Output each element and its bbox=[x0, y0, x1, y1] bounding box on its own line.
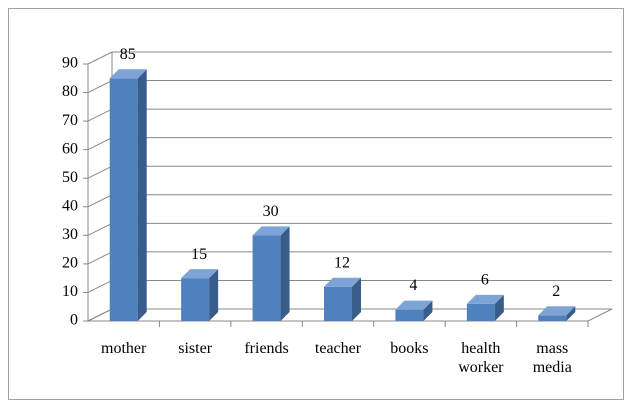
bar-side bbox=[352, 277, 361, 321]
bar-front bbox=[466, 303, 495, 321]
y-tick-label: 20 bbox=[62, 255, 78, 272]
bar-top bbox=[324, 277, 361, 287]
x-tick-label: mass media bbox=[532, 340, 572, 376]
bar bbox=[181, 269, 219, 321]
bar-top bbox=[252, 226, 290, 236]
bar bbox=[252, 226, 290, 321]
grid-line bbox=[87, 51, 612, 65]
y-tick-label: 60 bbox=[62, 140, 78, 157]
bar-side bbox=[280, 226, 290, 321]
bar-side bbox=[494, 294, 504, 321]
bar-top bbox=[109, 69, 147, 79]
bar bbox=[466, 294, 504, 321]
bar-front bbox=[181, 278, 210, 321]
bar-front bbox=[538, 315, 567, 321]
data-label: 4 bbox=[409, 277, 417, 294]
bar-front bbox=[109, 78, 138, 322]
bar-front bbox=[252, 235, 281, 321]
bar-top bbox=[538, 306, 576, 316]
bar-side bbox=[137, 69, 147, 322]
x-tick-label: books bbox=[390, 340, 429, 357]
bar-side bbox=[566, 306, 576, 321]
y-tick-label: 90 bbox=[62, 55, 78, 72]
y-tick-label: 80 bbox=[62, 83, 78, 100]
y-tick-label: 50 bbox=[62, 169, 78, 186]
y-tick-label: 70 bbox=[62, 112, 78, 129]
x-tick-label: health worker bbox=[458, 340, 504, 376]
bar-side bbox=[209, 269, 219, 321]
data-label: 30 bbox=[263, 203, 279, 220]
bar bbox=[109, 69, 147, 322]
data-label: 15 bbox=[191, 246, 207, 263]
y-tick-label: 30 bbox=[62, 226, 78, 243]
data-label: 85 bbox=[120, 46, 136, 63]
data-label: 2 bbox=[552, 283, 560, 300]
bar bbox=[538, 306, 576, 321]
bar bbox=[395, 300, 433, 321]
bar-top bbox=[181, 269, 219, 279]
bar-front bbox=[324, 286, 352, 321]
bar-side bbox=[423, 300, 433, 321]
data-label: 6 bbox=[481, 272, 489, 289]
y-tick-label: 0 bbox=[70, 312, 78, 329]
bar-top bbox=[395, 300, 433, 310]
x-tick-label: sister bbox=[178, 340, 213, 357]
bar-front bbox=[395, 309, 424, 321]
x-tick-label: mother bbox=[101, 340, 147, 357]
bar-top bbox=[466, 294, 504, 304]
y-tick-label: 10 bbox=[62, 283, 78, 300]
x-tick-label: teacher bbox=[314, 340, 362, 357]
data-label: 12 bbox=[334, 254, 350, 271]
y-tick-label: 40 bbox=[62, 197, 78, 214]
x-tick-label: friends bbox=[244, 340, 289, 357]
bar bbox=[324, 277, 361, 321]
